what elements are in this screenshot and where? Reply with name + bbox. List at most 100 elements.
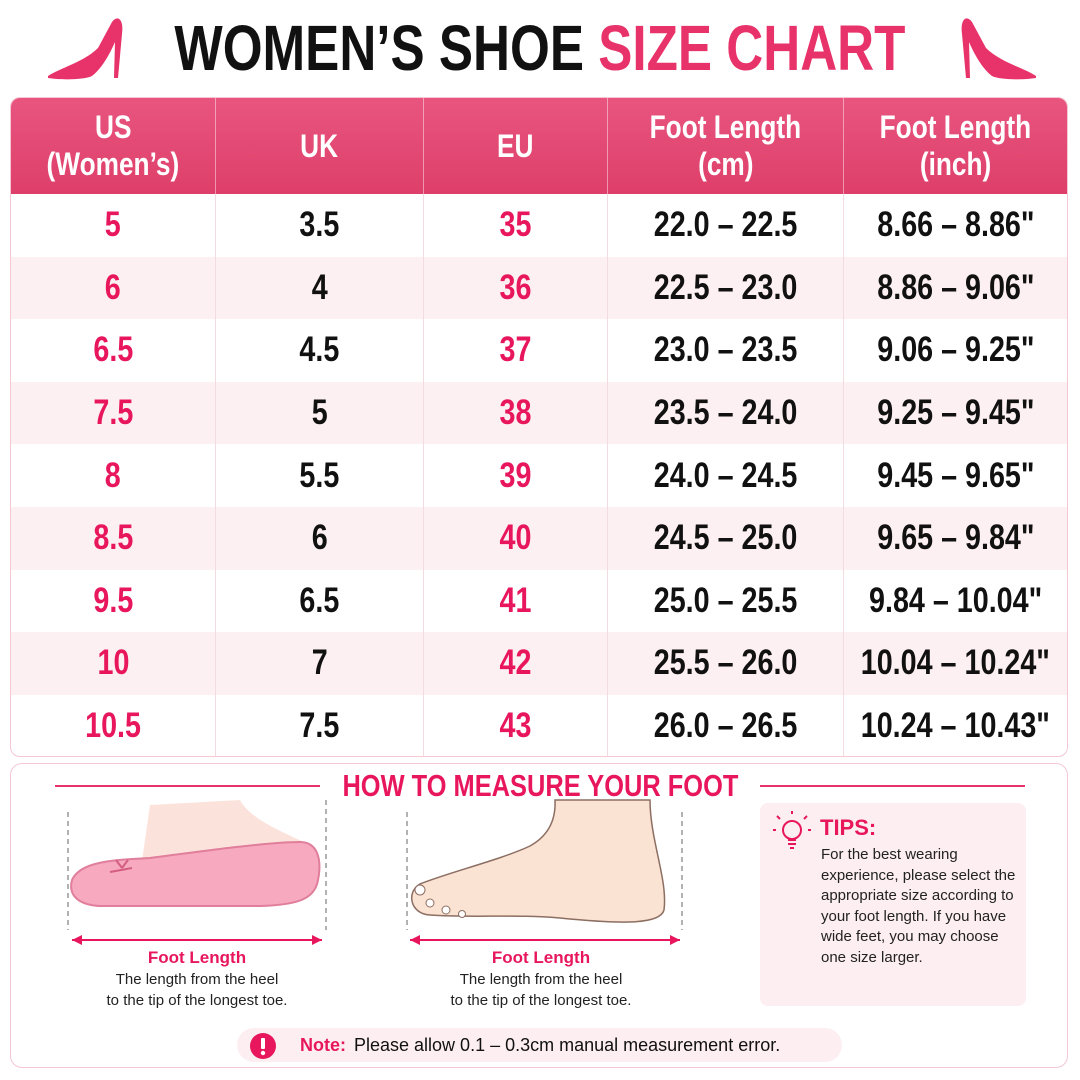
table-row: 6 4 36 22.5 – 23.0 8.86 – 9.06"	[11, 256, 1067, 320]
cell-text: 9.84 – 10.04"	[868, 580, 1043, 620]
header-row: US (Women’s) UK EU Foot Length (cm) Foot Lengt…	[11, 98, 1067, 194]
header-text: (cm)	[697, 146, 754, 182]
cell-text: 9.45 – 9.65"	[876, 455, 1035, 495]
table-cell: 9.45 – 9.65"	[844, 444, 1067, 507]
table-cell: 37	[424, 319, 608, 382]
cell-text: 22.0 – 22.5	[653, 205, 798, 245]
cell-text: 39	[499, 455, 532, 495]
table-row: 7.5 5 38 23.5 – 24.0 9.25 – 9.45"	[11, 381, 1067, 445]
table-cell: 35	[424, 194, 608, 257]
header-cell: Foot Length (cm)	[608, 98, 844, 194]
cell-text: 40	[499, 518, 532, 558]
table-cell: 5	[216, 381, 424, 445]
table-cell: 9.65 – 9.84"	[844, 507, 1067, 570]
note-label: Note:	[300, 1035, 346, 1055]
heel-icon-right	[961, 18, 1036, 80]
note-text: Please allow 0.1 – 0.3cm manual measurem…	[354, 1035, 781, 1055]
cell-text: 4	[311, 267, 328, 307]
cell-text: 22.5 – 23.0	[653, 267, 798, 307]
header-text: Foot Length	[649, 109, 802, 145]
cell-text: 5	[105, 205, 121, 245]
table-cell: 39	[424, 444, 608, 507]
cell-text: 7.5	[93, 393, 133, 433]
table-cell: 6.5	[216, 569, 424, 633]
cell-text: 3.5	[299, 205, 340, 245]
table-cell: 23.5 – 24.0	[608, 381, 844, 445]
table-cell: 36	[424, 256, 608, 320]
table-row: 5 3.5 35 22.0 – 22.5 8.66 – 8.86"	[11, 194, 1067, 257]
table-cell: 9.06 – 9.25"	[844, 319, 1067, 382]
cell-text: 9.25 – 9.45"	[876, 393, 1035, 433]
table-row: 10 7 42 25.5 – 26.0 10.04 – 10.24"	[11, 632, 1067, 695]
table-row: 10.5 7.5 43 26.0 – 26.5 10.24 – 10.43"	[11, 694, 1067, 756]
cell-text: 7	[311, 643, 328, 683]
table-cell: 4	[216, 256, 424, 320]
cell-text: 36	[499, 267, 532, 307]
cell-text: 6	[105, 267, 121, 307]
table-cell: 8	[11, 444, 216, 507]
measure-panel	[10, 763, 1068, 1068]
cell-text: 10.24 – 10.43"	[860, 706, 1051, 746]
caption-text: The length from the heel	[459, 971, 623, 988]
table-cell: 22.5 – 23.0	[608, 256, 844, 320]
table-cell: 43	[424, 694, 608, 756]
cell-text: 8.86 – 9.06"	[876, 267, 1035, 307]
bulb-icon	[773, 811, 811, 849]
table-cell: 7.5	[11, 381, 216, 445]
tips-title: TIPS:	[820, 815, 877, 840]
cell-text: 6.5	[93, 330, 133, 370]
header-text: Foot Length	[879, 109, 1032, 145]
table-cell: 22.0 – 22.5	[608, 194, 844, 257]
table-cell: 5	[11, 194, 216, 257]
table-cell: 6	[11, 256, 216, 320]
table-cell: 42	[424, 632, 608, 695]
table-cell: 8.5	[11, 506, 216, 570]
cell-text: 6	[311, 518, 328, 558]
caption-text: to the tip of the longest toe.	[106, 992, 288, 1009]
table-cell: 4.5	[216, 319, 424, 382]
header-cell: US (Women’s)	[11, 98, 216, 194]
measure-title-text: HOW TO MEASURE YOUR FOOT	[342, 768, 738, 803]
header-text: (Women’s)	[46, 146, 180, 182]
table-row: 6.5 4.5 37 23.0 – 23.5 9.06 – 9.25"	[11, 319, 1067, 382]
cell-text: 24.0 – 24.5	[653, 455, 798, 495]
cell-text: 9.65 – 9.84"	[876, 518, 1035, 558]
tips-box	[760, 803, 1026, 1006]
title: WOMEN’S SHOE SIZE CHART	[0, 8, 1080, 88]
table-cell: 8.66 – 8.86"	[844, 194, 1067, 257]
cell-text: 23.0 – 23.5	[653, 330, 798, 370]
cell-text: 9.5	[93, 580, 133, 620]
cell-text: 10.04 – 10.24"	[860, 643, 1051, 683]
cell-text: 5	[311, 393, 328, 433]
cell-text: 24.5 – 25.0	[653, 518, 798, 558]
table-cell: 23.0 – 23.5	[608, 319, 844, 382]
caption-text: to the tip of the longest toe.	[450, 992, 632, 1009]
cell-text: 25.0 – 25.5	[653, 580, 798, 620]
cell-text: 26.0 – 26.5	[653, 706, 798, 746]
cell-text: 25.5 – 26.0	[653, 643, 798, 683]
cell-text: 8.5	[93, 518, 133, 558]
table-cell: 5.5	[216, 444, 424, 507]
table-cell: 3.5	[216, 194, 424, 257]
cell-text: 23.5 – 24.0	[653, 393, 798, 433]
header-text: EU	[497, 127, 534, 164]
measure-title: HOW TO MEASURE YOUR FOOT	[0, 768, 1080, 804]
table-cell: 7.5	[216, 694, 424, 756]
caption-label: Foot Length	[491, 948, 591, 967]
table-cell: 26.0 – 26.5	[608, 694, 844, 756]
table-cell: 24.5 – 25.0	[608, 506, 844, 570]
table-cell: 10.5	[11, 694, 216, 756]
cell-text: 4.5	[299, 330, 340, 370]
table-cell: 9.25 – 9.45"	[844, 382, 1067, 445]
table-cell: 25.5 – 26.0	[608, 632, 844, 695]
table-cell: 10.24 – 10.43"	[844, 695, 1067, 756]
foot-illustration	[406, 799, 683, 945]
table-cell: 8.86 – 9.06"	[844, 257, 1067, 320]
cell-text: 8	[105, 455, 121, 495]
illustration-caption: Foot Length The length from the heel to …	[37, 947, 357, 1011]
note: Note: Please allow 0.1 – 0.3cm manual mea…	[300, 1034, 780, 1056]
table-cell: 10	[11, 632, 216, 695]
